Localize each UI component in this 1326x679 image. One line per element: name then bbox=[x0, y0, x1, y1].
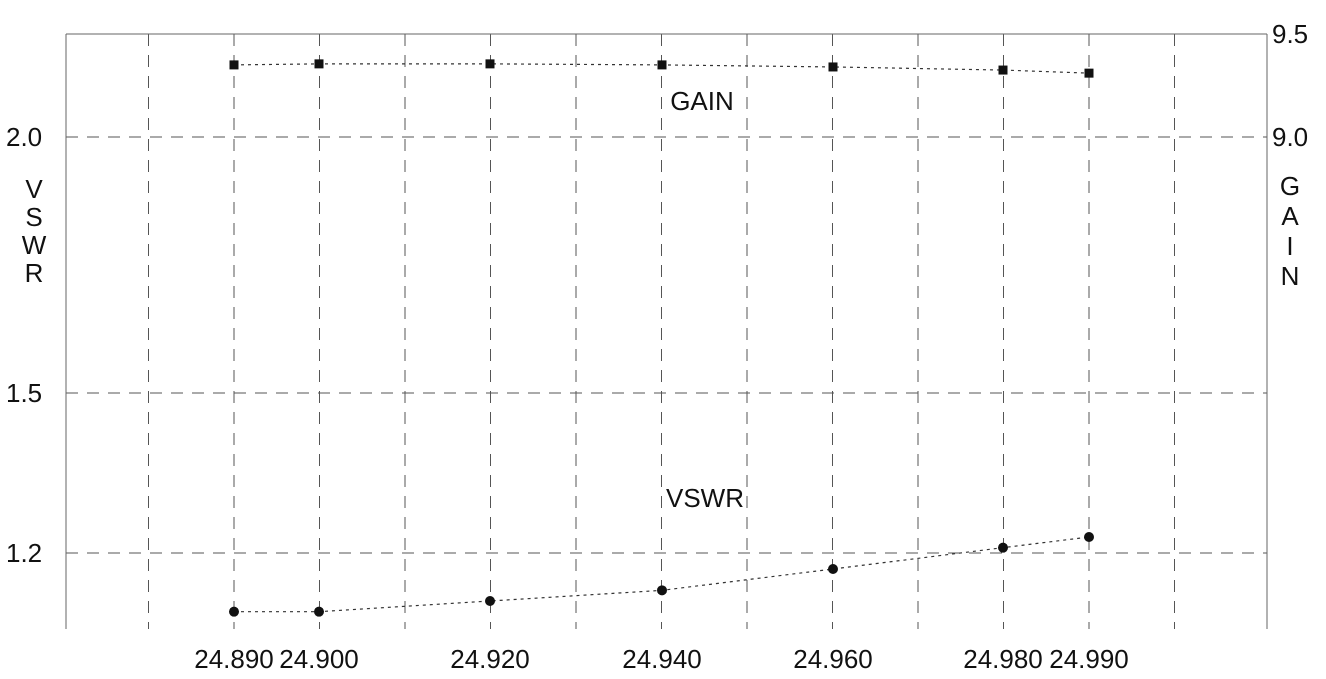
gain-point bbox=[485, 59, 495, 69]
gain-point bbox=[229, 60, 239, 70]
gain-point bbox=[828, 62, 838, 72]
vswr-series-label: VSWR bbox=[666, 483, 744, 513]
vswr-point bbox=[314, 606, 324, 617]
axes bbox=[65, 33, 1268, 629]
vswr-point bbox=[1084, 532, 1094, 542]
series bbox=[229, 59, 1094, 617]
gain-point bbox=[998, 65, 1008, 75]
labels: 24.890 24.900 24.920 24.940 24.960 24.980 24.9… bbox=[6, 19, 1308, 674]
x-tick-label: 24.990 bbox=[1049, 644, 1129, 674]
gain-point bbox=[657, 60, 667, 70]
vswr-point bbox=[828, 564, 838, 574]
x-tick-label: 24.960 bbox=[793, 644, 873, 674]
right-tick-label: 9.0 bbox=[1272, 122, 1308, 152]
vswr-point bbox=[229, 606, 239, 617]
x-tick-label: 24.920 bbox=[450, 644, 530, 674]
x-tick-label: 24.890 bbox=[194, 644, 274, 674]
left-tick-label: 2.0 bbox=[6, 122, 42, 152]
gain-point bbox=[1084, 68, 1094, 78]
x-tick-label: 24.980 bbox=[963, 644, 1043, 674]
vswr-point bbox=[998, 542, 1008, 553]
vswr-point bbox=[657, 585, 667, 596]
left-tick-label: 1.2 bbox=[6, 538, 42, 568]
right-tick-label: 9.5 bbox=[1272, 19, 1308, 49]
x-tick-label: 24.900 bbox=[279, 644, 359, 674]
grid bbox=[66, 34, 1267, 629]
left-tick-label: 1.5 bbox=[6, 378, 42, 408]
gain-series-label: GAIN bbox=[670, 86, 734, 116]
x-tick-label: 24.940 bbox=[622, 644, 702, 674]
gain-point bbox=[314, 59, 324, 69]
vswr-point bbox=[485, 596, 495, 606]
